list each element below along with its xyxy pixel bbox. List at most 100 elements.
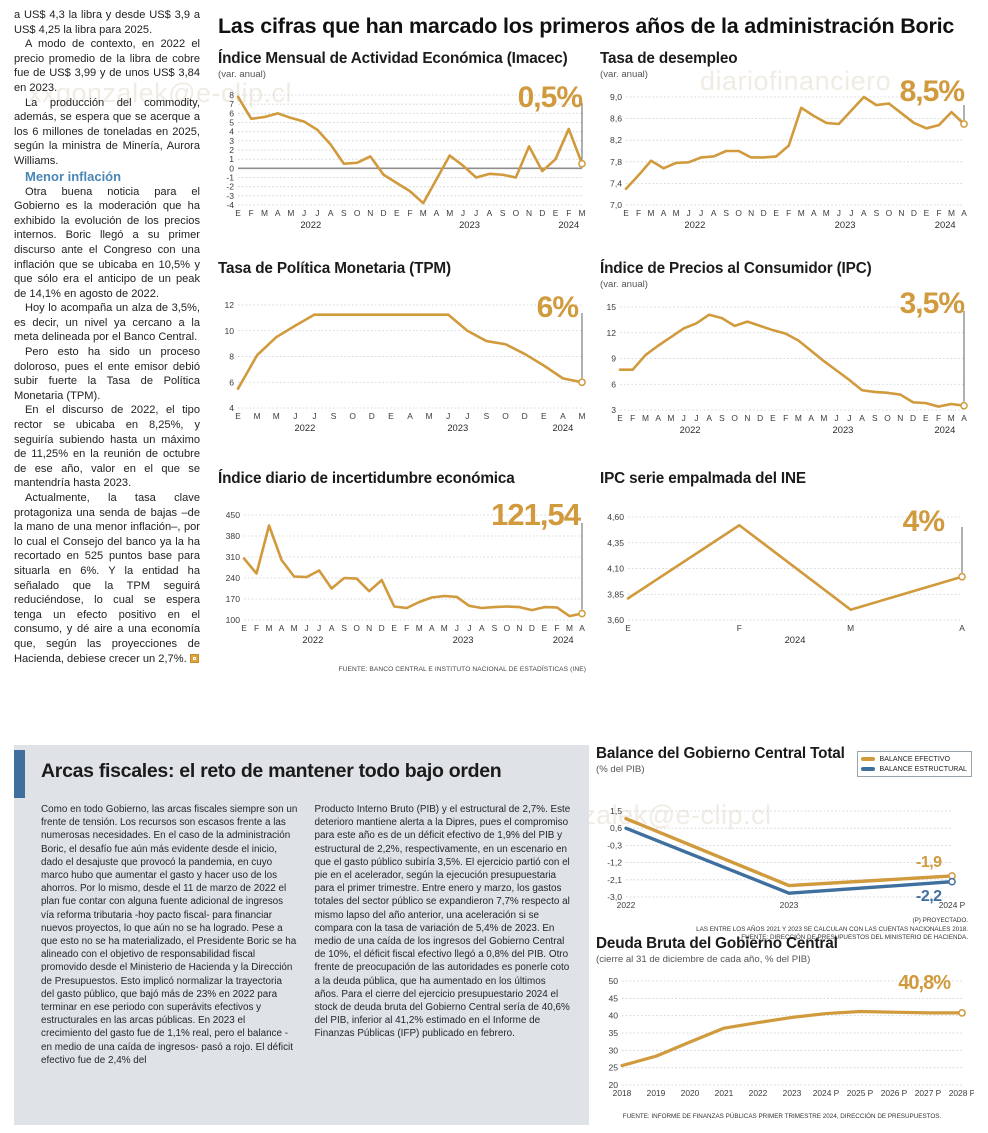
svg-text:E: E — [391, 623, 397, 633]
chart-ipc-ine: IPC serie empalmada del INE 4,60 4,35 4,10 3… — [600, 470, 972, 650]
chart-callout-value: 121,54 — [491, 497, 581, 532]
svg-text:A: A — [661, 208, 667, 218]
svg-text:M: M — [820, 413, 827, 423]
article-left-column: a US$ 4,3 la libra y desde US$ 3,9 a US$… — [14, 8, 200, 666]
svg-text:O: O — [354, 208, 361, 218]
svg-text:2024: 2024 — [934, 424, 955, 435]
svg-text:M: M — [426, 411, 433, 421]
svg-text:0: 0 — [229, 163, 234, 173]
svg-text:45: 45 — [608, 993, 618, 1003]
svg-text:F: F — [636, 208, 641, 218]
legend-item: BALANCE ESTRUCTURAL — [861, 764, 967, 774]
svg-text:2022: 2022 — [300, 219, 321, 230]
svg-text:2022: 2022 — [680, 424, 701, 435]
svg-text:2: 2 — [229, 145, 234, 155]
svg-text:-3,0: -3,0 — [607, 892, 622, 902]
accent-bar — [14, 750, 25, 798]
svg-text:F: F — [783, 413, 788, 423]
svg-text:D: D — [522, 411, 528, 421]
svg-text:N: N — [744, 413, 750, 423]
svg-text:M: M — [579, 208, 586, 218]
svg-text:2022: 2022 — [302, 634, 323, 645]
svg-text:F: F — [737, 623, 742, 633]
svg-text:2022: 2022 — [684, 219, 705, 230]
svg-text:F: F — [936, 208, 941, 218]
svg-text:F: F — [630, 413, 635, 423]
chart-subtitle: (% del PIB) — [596, 764, 645, 775]
chart-subtitle: (var. anual) — [600, 279, 648, 290]
paragraph-last: Actualmente, la tasa clave protagoniza u… — [14, 491, 200, 666]
svg-text:2026 P: 2026 P — [881, 1088, 908, 1098]
chart-callout-value: 8,5% — [899, 75, 965, 108]
svg-text:M: M — [273, 411, 280, 421]
svg-text:M: M — [648, 208, 655, 218]
svg-text:J: J — [834, 413, 838, 423]
chart-plot-area: 9,0 8,6 8,2 7,8 7,4 7,0 E F M A M J J A S O N D E F M A M J J A S O… — [600, 77, 972, 235]
legend-swatch — [861, 757, 876, 761]
legend-label: BALANCE EFECTIVO — [879, 755, 951, 763]
chart-subtitle: (cierre al 31 de diciembre de cada año, … — [596, 954, 811, 965]
chart-incertidumbre: Índice diario de incertidumbre económica… — [218, 470, 590, 673]
source-note-line: FUENTE: DIRECCIÓN DE PRESUPUESTOS DEL MI… — [741, 934, 968, 941]
svg-text:D: D — [539, 208, 545, 218]
chart-title: Tasa de desempleo — [600, 50, 738, 67]
svg-text:A: A — [487, 208, 493, 218]
svg-text:N: N — [748, 208, 754, 218]
svg-text:D: D — [381, 208, 387, 218]
source-note-line: (P) PROYECTADO. — [912, 917, 968, 924]
svg-text:2023: 2023 — [453, 634, 474, 645]
svg-text:5: 5 — [229, 118, 234, 128]
bottom-section: Arcas fiscales: el reto de mantener todo… — [14, 745, 974, 1125]
svg-text:240: 240 — [226, 573, 241, 583]
svg-text:9,0: 9,0 — [610, 92, 622, 102]
svg-text:J: J — [446, 411, 450, 421]
chart-subtitle: (var. anual) — [600, 69, 648, 80]
svg-text:15: 15 — [606, 302, 616, 312]
svg-text:S: S — [492, 623, 498, 633]
svg-text:7,0: 7,0 — [610, 200, 622, 210]
svg-text:2028 P: 2028 P — [949, 1088, 974, 1098]
svg-text:N: N — [897, 413, 903, 423]
svg-text:M: M — [291, 623, 298, 633]
fiscal-paragraph-col1: Como en todo Gobierno, las arcas fiscale… — [41, 804, 298, 1066]
chart-plot-area: 4,60 4,35 4,10 3,85 3,60 E F M A 2024 4% — [600, 505, 972, 650]
svg-text:2022: 2022 — [294, 422, 315, 433]
svg-text:2024: 2024 — [552, 422, 573, 433]
svg-text:2019: 2019 — [647, 1088, 666, 1098]
svg-text:J: J — [455, 623, 459, 633]
paragraph: La producción del commodity, además, se … — [14, 96, 200, 167]
svg-text:J: J — [474, 208, 478, 218]
svg-text:2024: 2024 — [558, 219, 579, 230]
svg-text:S: S — [500, 208, 506, 218]
chart-callout-value: 6% — [536, 291, 579, 324]
svg-text:-2: -2 — [226, 182, 234, 192]
fiscal-article-title: Arcas fiscales: el reto de mantener todo… — [41, 760, 502, 782]
svg-text:8,6: 8,6 — [610, 114, 622, 124]
svg-text:S: S — [341, 208, 347, 218]
paragraph: En el discurso de 2022, el tipo rector s… — [14, 404, 200, 490]
svg-text:M: M — [420, 208, 427, 218]
svg-text:E: E — [623, 208, 629, 218]
svg-text:6: 6 — [229, 377, 234, 387]
svg-text:S: S — [331, 411, 337, 421]
svg-text:30: 30 — [608, 1045, 618, 1055]
svg-text:J: J — [302, 208, 306, 218]
svg-text:J: J — [317, 623, 321, 633]
svg-text:J: J — [465, 411, 469, 421]
svg-text:7,8: 7,8 — [610, 157, 622, 167]
svg-text:A: A — [407, 411, 413, 421]
svg-text:D: D — [757, 413, 763, 423]
svg-text:M: M — [261, 208, 268, 218]
chart-title: Índice Mensual de Actividad Económica (I… — [218, 50, 568, 67]
svg-text:J: J — [837, 208, 841, 218]
svg-text:O: O — [502, 411, 509, 421]
svg-text:6: 6 — [611, 379, 616, 389]
svg-text:J: J — [312, 411, 316, 421]
svg-text:9: 9 — [611, 354, 616, 364]
svg-text:A: A — [961, 413, 967, 423]
svg-text:F: F — [407, 208, 412, 218]
svg-text:0,6: 0,6 — [610, 823, 622, 833]
svg-text:M: M — [948, 413, 955, 423]
svg-text:2021: 2021 — [715, 1088, 734, 1098]
svg-text:2025 P: 2025 P — [847, 1088, 874, 1098]
